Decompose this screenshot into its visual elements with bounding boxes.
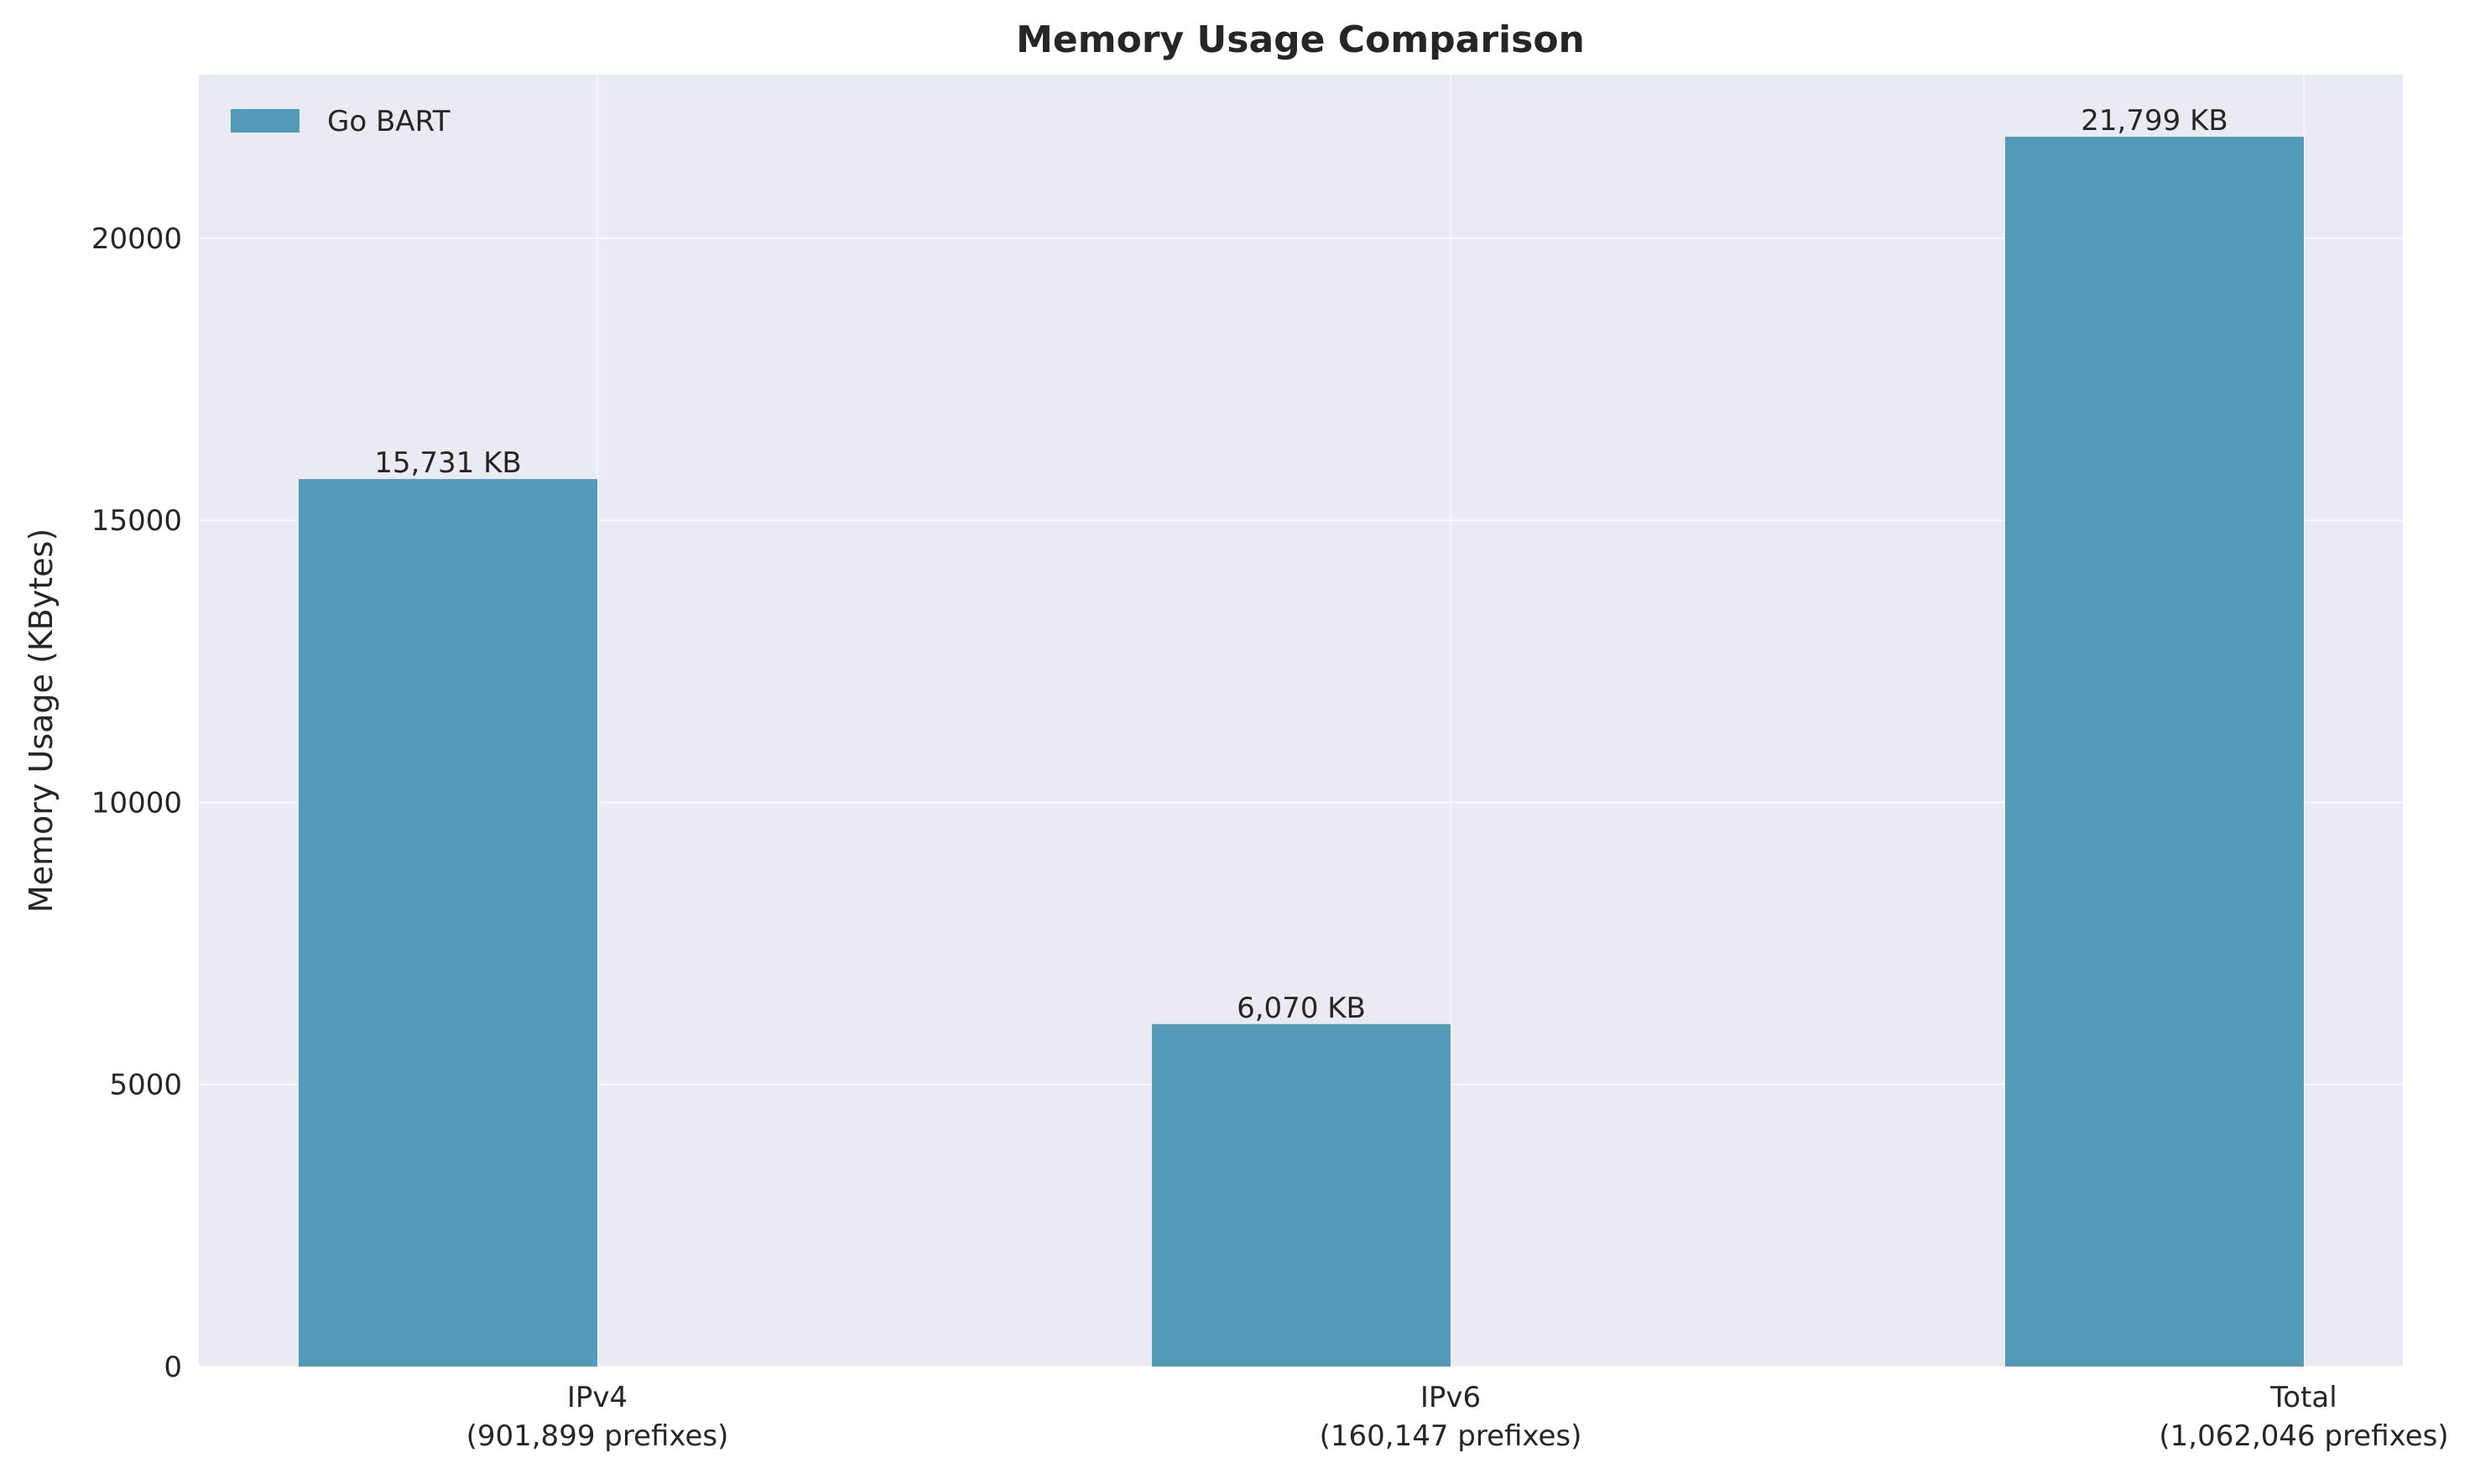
x-tick-label-line: (901,899 prefixes)	[466, 1419, 729, 1453]
x-tick-label: IPv6 (160,147 prefixes)	[1320, 1381, 1582, 1453]
y-axis-label: Memory Usage (KBytes)	[23, 529, 60, 913]
data-label: 15,731 KB	[374, 446, 521, 480]
y-tick-label: 0	[164, 1351, 182, 1384]
x-tick-label-line: IPv6	[1420, 1381, 1481, 1414]
chart-title: Memory Usage Comparison	[1016, 18, 1585, 61]
x-tick-label: Total (1,062,046 prefixes)	[2159, 1381, 2448, 1453]
data-labels: 15,731 KB 6,070 KB 21,799 KB	[374, 104, 2227, 1025]
bar	[299, 479, 597, 1367]
bar	[2005, 136, 2304, 1367]
x-tick-label-line: Total	[2269, 1381, 2337, 1414]
y-tick-label: 20000	[91, 222, 182, 256]
y-tick-label: 15000	[91, 504, 182, 538]
bars	[299, 136, 2304, 1367]
x-tick-label-line: IPv4	[567, 1381, 628, 1414]
legend: Go BART	[231, 105, 451, 138]
x-tick-label: IPv4 (901,899 prefixes)	[466, 1381, 729, 1453]
legend-swatch	[231, 109, 300, 133]
x-tick-label-line: (160,147 prefixes)	[1320, 1419, 1582, 1453]
y-tick-label: 5000	[109, 1069, 182, 1102]
y-tick-label: 10000	[91, 786, 182, 820]
bar	[1152, 1023, 1451, 1367]
y-axis-ticks: 0 5000 10000 15000 20000	[91, 222, 182, 1384]
x-tick-label-line: (1,062,046 prefixes)	[2159, 1419, 2448, 1453]
data-label: 21,799 KB	[2081, 104, 2227, 138]
data-label: 6,070 KB	[1237, 992, 1366, 1025]
legend-label: Go BART	[327, 105, 451, 138]
x-axis-ticks: IPv4 (901,899 prefixes) IPv6 (160,147 prefi…	[466, 1381, 2449, 1453]
